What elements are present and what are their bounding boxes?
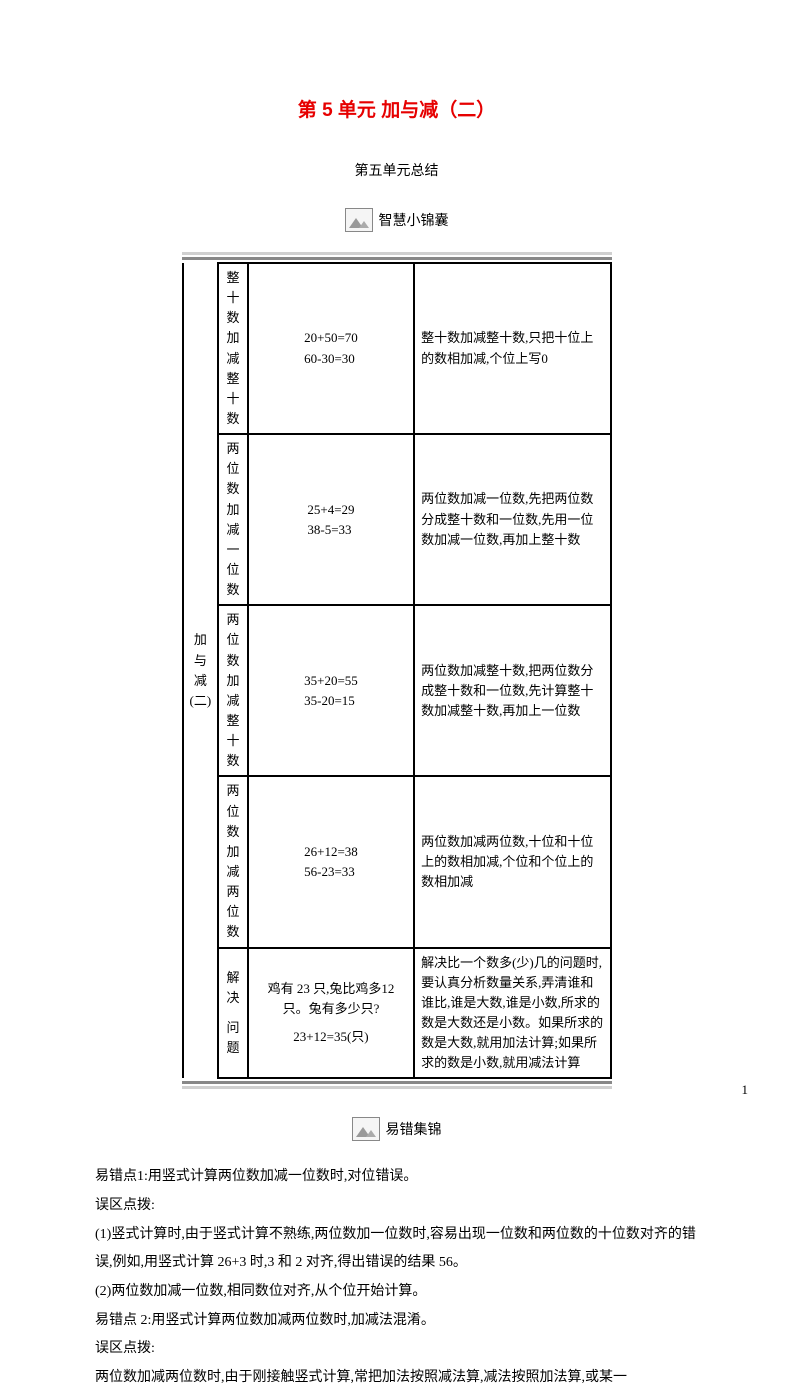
example-line: 鸡有 23 只,兔比鸡多12 只。兔有多少只? <box>255 979 407 1019</box>
paragraph: 误区点拨: <box>95 1192 698 1221</box>
section-errors-label: 易错集锦 <box>386 1119 442 1139</box>
desc-cell: 两位数加减两位数,十位和十位上的数相加减,个位和个位上的数相加减 <box>414 776 610 947</box>
paragraph: (1)竖式计算时,由于竖式计算不熟练,两位数加一位数时,容易出现一位数和两位数的… <box>95 1221 698 1278</box>
unit-title: 第 5 单元 加与减（二） <box>95 95 698 122</box>
table-row: 解决问题 鸡有 23 只,兔比鸡多12 只。兔有多少只? 23+12=35(只)… <box>183 948 611 1079</box>
example-line: 35+20=55 <box>304 671 358 691</box>
table-row: 加与减(二) 整十数加减整十数 20+50=70 60-30=30 整十数加减整… <box>183 263 611 434</box>
example-line: 26+12=38 <box>304 842 358 862</box>
type-cell: 解决问题 <box>218 948 248 1079</box>
example-line: 60-30=30 <box>304 349 358 369</box>
example-line: 38-5=33 <box>307 520 354 540</box>
example-line: 23+12=35(只) <box>255 1027 407 1047</box>
example-cell: 鸡有 23 只,兔比鸡多12 只。兔有多少只? 23+12=35(只) <box>248 948 414 1079</box>
example-cell: 20+50=70 60-30=30 <box>248 263 414 434</box>
image-placeholder-icon <box>345 208 373 232</box>
type-cell: 两位数加减整十数 <box>218 605 248 776</box>
paragraph: 误区点拨: <box>95 1335 698 1364</box>
paragraph: 易错点 2:用竖式计算两位数加减两位数时,加减法混淆。 <box>95 1307 698 1336</box>
summary-table: 加与减(二) 整十数加减整十数 20+50=70 60-30=30 整十数加减整… <box>182 262 612 1079</box>
divider-bottom <box>182 1081 612 1089</box>
section-errors-header: 易错集锦 <box>95 1117 698 1141</box>
paragraph: (2)两位数加减一位数,相同数位对齐,从个位开始计算。 <box>95 1278 698 1307</box>
type-cell: 整十数加减整十数 <box>218 263 248 434</box>
type-cell: 两位数加减一位数 <box>218 434 248 605</box>
paragraph: 两位数加减两位数时,由于刚接触竖式计算,常把加法按照减法算,减法按照加法算,或某… <box>95 1364 698 1393</box>
desc-cell: 两位数加减整十数,把两位数分成整十数和一位数,先计算整十数加减整十数,再加上一位… <box>414 605 610 776</box>
divider-top <box>182 252 612 260</box>
image-placeholder-icon <box>352 1117 380 1141</box>
example-cell: 35+20=55 35-20=15 <box>248 605 414 776</box>
desc-cell: 两位数加减一位数,先把两位数分成整十数和一位数,先用一位数加减一位数,再加上整十… <box>414 434 610 605</box>
example-line: 56-23=33 <box>304 862 358 882</box>
table-row: 两位数加减两位数 26+12=38 56-23=33 两位数加减两位数,十位和十… <box>183 776 611 947</box>
section-wisdom-label: 智慧小锦囊 <box>379 210 449 230</box>
table-row: 两位数加减整十数 35+20=55 35-20=15 两位数加减整十数,把两位数… <box>183 605 611 776</box>
unit-subtitle: 第五单元总结 <box>95 160 698 180</box>
table-left-header: 加与减(二) <box>183 263 219 1078</box>
desc-cell: 整十数加减整十数,只把十位上的数相加减,个位上写0 <box>414 263 610 434</box>
paragraph: 易错点1:用竖式计算两位数加减一位数时,对位错误。 <box>95 1163 698 1192</box>
error-points-block: 易错点1:用竖式计算两位数加减一位数时,对位错误。 误区点拨: (1)竖式计算时… <box>95 1163 698 1393</box>
section-wisdom-header: 智慧小锦囊 <box>95 208 698 232</box>
example-line: 35-20=15 <box>304 691 358 711</box>
example-line: 20+50=70 <box>304 328 358 348</box>
desc-cell: 解决比一个数多(少)几的问题时,要认真分析数量关系,弄清谁和谁比,谁是大数,谁是… <box>414 948 610 1079</box>
example-cell: 26+12=38 56-23=33 <box>248 776 414 947</box>
example-cell: 25+4=29 38-5=33 <box>248 434 414 605</box>
table-row: 两位数加减一位数 25+4=29 38-5=33 两位数加减一位数,先把两位数分… <box>183 434 611 605</box>
page-number: 1 <box>742 1082 749 1098</box>
example-line: 25+4=29 <box>307 500 354 520</box>
type-cell: 两位数加减两位数 <box>218 776 248 947</box>
